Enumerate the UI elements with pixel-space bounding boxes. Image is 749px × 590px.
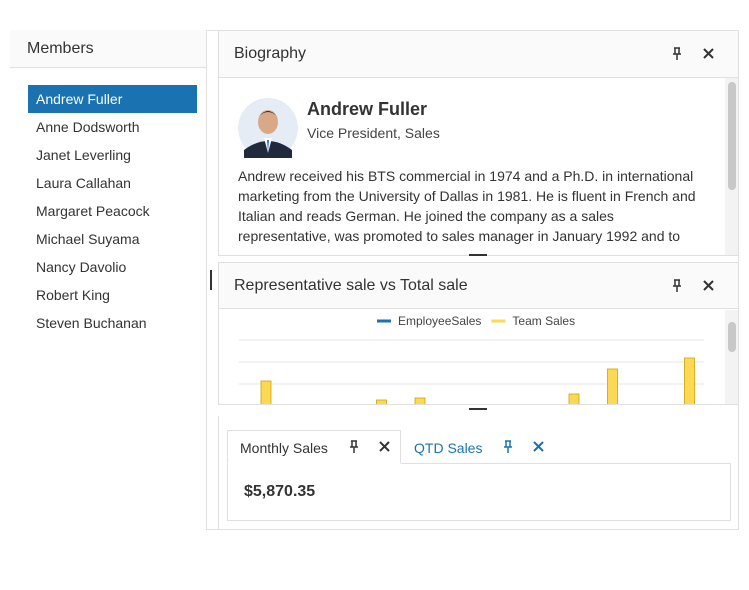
tabs-panel: Monthly Sales QTD Sales $5,870.35	[218, 416, 738, 529]
members-header	[10, 30, 206, 68]
bar	[260, 380, 272, 404]
bio-role: Vice President, Sales	[307, 125, 440, 141]
scrollbar	[725, 78, 738, 255]
member-item[interactable]: Steven Buchanan	[36, 315, 147, 331]
avatar	[238, 98, 298, 158]
bar	[414, 397, 426, 404]
panel-header	[219, 263, 738, 309]
biography-panel: Biography Andrew Fuller Vice President, …	[218, 31, 738, 256]
scroll-thumb[interactable]	[728, 322, 736, 352]
scrollbar	[725, 310, 738, 404]
tab[interactable]	[227, 430, 401, 464]
tab-content	[227, 463, 731, 521]
legend-label: Team Sales	[512, 314, 575, 328]
bio-text: Andrew received his BTS commercial in 19…	[238, 168, 696, 244]
tab-label[interactable]: Monthly Sales	[240, 440, 328, 456]
legend-label: EmployeeSales	[398, 314, 481, 328]
tab-icons	[350, 440, 544, 453]
panel-header	[219, 31, 738, 78]
tab-value: $5,870.35	[244, 483, 316, 500]
splitter	[469, 408, 487, 410]
chart: EmployeeSales Team Sales	[239, 314, 704, 404]
chart-panel: Representative sale vs Total sale Employ…	[218, 262, 738, 405]
bar	[684, 357, 695, 404]
panel-icons	[673, 47, 714, 60]
member-item[interactable]: Michael Suyama	[36, 231, 140, 247]
splitter	[469, 254, 487, 256]
member-item[interactable]: Margaret Peacock	[36, 203, 150, 219]
panel-title: Representative sale vs Total sale	[234, 277, 468, 294]
panel-title: Biography	[234, 45, 307, 62]
splitter	[210, 270, 212, 290]
tab-label[interactable]: QTD Sales	[414, 440, 483, 456]
bar	[568, 393, 580, 404]
bar	[376, 399, 387, 404]
scroll-thumb[interactable]	[728, 82, 736, 190]
member-item[interactable]: Anne Dodsworth	[36, 119, 140, 135]
member-item[interactable]: Laura Callahan	[36, 175, 131, 191]
members-panel: Members	[10, 30, 207, 530]
member-item[interactable]: Andrew Fuller	[28, 85, 197, 113]
members-title: Members	[27, 40, 94, 57]
member-item[interactable]: Janet Leverling	[36, 147, 131, 163]
bar	[607, 368, 618, 404]
bio-name: Andrew Fuller	[307, 99, 428, 119]
member-item[interactable]: Nancy Davolio	[36, 259, 127, 275]
member-item[interactable]: Robert King	[36, 287, 110, 303]
panel-icons	[673, 279, 714, 292]
